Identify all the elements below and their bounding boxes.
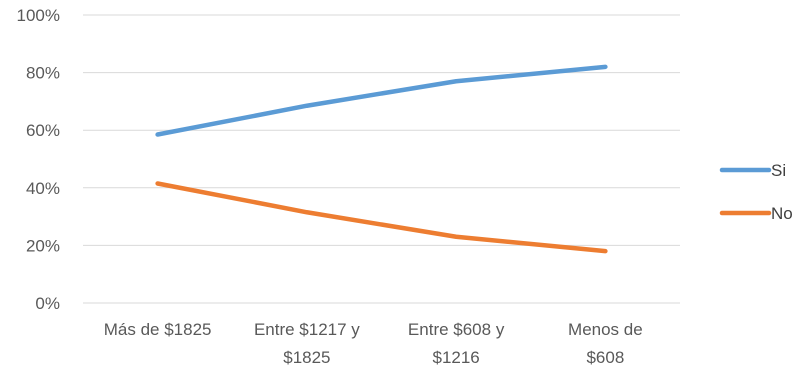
series-line-si (155, 64, 608, 137)
y-tick-label: 60% (26, 121, 60, 140)
x-category-label: Menos de $608 (568, 320, 643, 367)
y-tick-label: 0% (35, 294, 60, 313)
y-tick-label: 80% (26, 64, 60, 83)
series-lines (155, 64, 608, 254)
y-tick-label: 100% (17, 6, 60, 25)
legend-label-si: Si (771, 161, 786, 180)
y-tick-label: 40% (26, 179, 60, 198)
x-category-label: Más de $1825 (104, 320, 212, 339)
x-axis-category-labels: Más de $1825 Entre $1217 y $1825 Entre $608… (104, 320, 643, 367)
y-tick-label: 20% (26, 236, 60, 255)
gridlines (83, 14, 680, 304)
x-category-label: Entre $1217 y $1825 (254, 320, 360, 367)
y-axis-tick-labels: 0% 20% 40% 60% 80% 100% (17, 6, 60, 313)
legend-label-no: No (771, 204, 793, 223)
x-category-label: Entre $608 y $1216 (408, 320, 505, 367)
series-line-no (155, 181, 608, 254)
legend: Si No (719, 161, 793, 223)
